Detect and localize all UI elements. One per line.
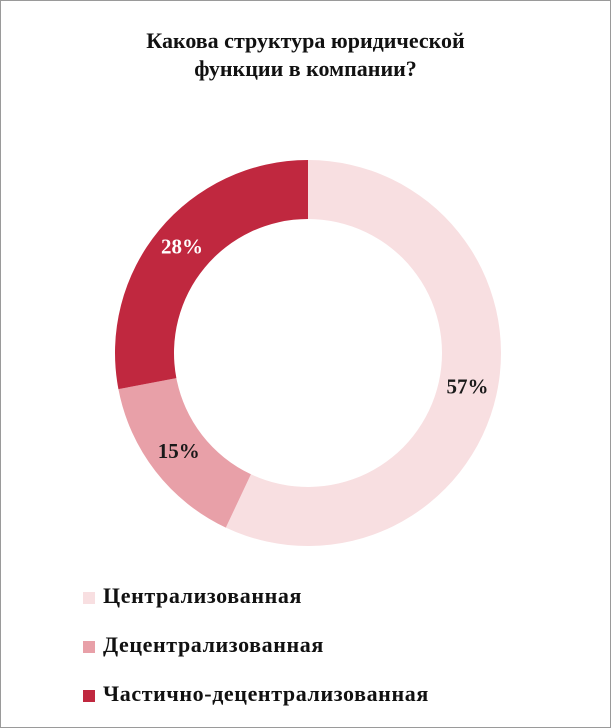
donut-segment: [225, 160, 502, 546]
legend-marker: [83, 641, 95, 653]
donut-segment: [115, 160, 308, 390]
donut-segment: [118, 378, 251, 528]
legend-marker: [83, 592, 95, 604]
data-label: 28%: [161, 235, 203, 259]
legend-label: Централизованная: [103, 583, 302, 608]
data-label: 57%: [447, 374, 489, 398]
data-label: 15%: [158, 439, 200, 463]
legend-marker: [83, 690, 95, 702]
legend-label: Децентрализованная: [103, 632, 324, 657]
title-box: Какова структура юридической функции в к…: [1, 27, 610, 83]
legend-label: Частично-децентрализованная: [103, 681, 429, 706]
chart-title: Какова структура юридической функции в к…: [146, 28, 465, 81]
